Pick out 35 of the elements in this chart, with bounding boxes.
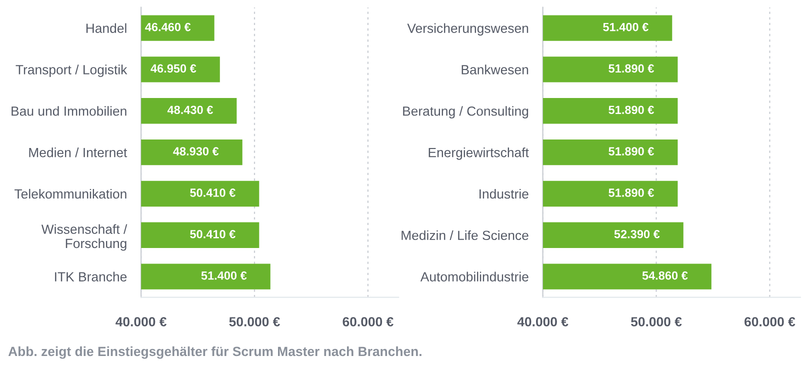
y-tick-label: Transport / Logistik	[16, 64, 128, 77]
data-label: 51.890 €	[608, 188, 654, 197]
data-label: 51.400 €	[201, 271, 247, 280]
x-tick-label: 40.000 €	[116, 317, 166, 326]
text: Abb. zeigt die Einstiegsgehälter für Scrum Master nach Branchen.	[8, 346, 422, 359]
x-tick-label: 50.000 €	[631, 317, 682, 326]
y-tick-label: Medien / Internet	[29, 148, 128, 158]
data-label: 54.860 €	[642, 271, 688, 280]
data-label: 51.890 €	[608, 106, 654, 114]
y-tick-label: Versicherungswesen	[407, 23, 528, 36]
x-tick-label: 60.000 €	[744, 317, 796, 326]
data-label: 50.410 €	[190, 188, 236, 197]
data-label: 48.930 €	[173, 147, 219, 156]
data-label: 46.460 €	[145, 22, 191, 32]
x-tick-label: 60.000 €	[342, 317, 394, 326]
y-tick-label: Bau und Immobilien	[12, 106, 126, 116]
y-tick-label: Medizin / Life Science	[402, 230, 528, 240]
data-label: 46.950 €	[150, 64, 196, 73]
data-label: 52.390 €	[614, 230, 660, 238]
x-tick-label: 50.000 €	[229, 317, 280, 326]
y-tick-label: Handel	[86, 23, 126, 33]
y-tick-label: ITK Branche	[55, 272, 127, 282]
data-label: 50.410 €	[190, 230, 236, 238]
y-tick-label: Wissenschaft / Forschung	[41, 224, 128, 251]
y-tick-label: Industrie	[480, 188, 528, 199]
data-label: 51.400 €	[603, 22, 648, 32]
y-tick-label: Bankwesen	[462, 64, 528, 74]
y-tick-label: Beratung / Consulting	[403, 106, 528, 118]
data-label: 51.890 €	[608, 147, 654, 156]
y-tick-label: Energiewirtschaft	[428, 148, 529, 160]
x-tick-label: 40.000 €	[517, 317, 568, 326]
data-label: 51.890 €	[608, 64, 654, 73]
y-tick-label: Automobilindustrie	[420, 272, 528, 282]
data-label: 48.430 €	[167, 106, 213, 114]
y-tick-label: Telekommunikation	[14, 188, 126, 199]
